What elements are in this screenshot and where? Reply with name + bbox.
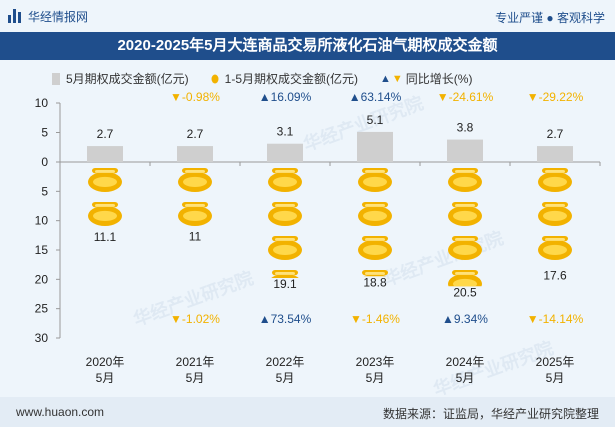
growth-label-cumulative: ▼-1.02% [170, 312, 220, 326]
y-tick-label: 30 [35, 331, 49, 345]
data-label-cumulative: 11.1 [94, 230, 117, 244]
x-tick-label: 2021年 [176, 355, 215, 369]
coin-stack-icon [271, 270, 299, 279]
data-label-cumulative: 17.6 [543, 268, 567, 282]
growth-label-monthly: ▼-0.98% [170, 90, 220, 104]
coin-stack-icon [268, 168, 302, 192]
bar-monthly [267, 143, 303, 162]
legend: 5月期权成交金额(亿元) 1-5月期权成交金额(亿元) ▲ ▼ 同比增长(%) [52, 70, 494, 87]
coin-stack-icon [268, 202, 302, 226]
coin-stack-icon [538, 168, 572, 192]
growth-label-monthly: ▼-24.61% [437, 90, 494, 104]
bar-cumulative [358, 168, 392, 277]
legend-swatch-bar [52, 72, 60, 85]
x-tick-label: 5月 [276, 371, 295, 385]
x-tick-label: 5月 [546, 371, 565, 385]
x-tick-label: 5月 [186, 371, 205, 385]
bar-cumulative [538, 168, 572, 260]
chart-area: 10 5 0 5 10 15 20 25 30 2.7 11.1 2020年 5月 2.7 11 ▼-0.98… [35, 90, 601, 385]
triangle-down-icon: ▼ [391, 72, 403, 85]
x-tick-label: 5月 [96, 371, 115, 385]
coin-stack-icon [538, 202, 572, 226]
x-tick-label: 5月 [456, 371, 475, 385]
coin-stack-icon [358, 202, 392, 226]
coin-stack-icon [178, 202, 212, 226]
data-label-monthly: 2.7 [187, 127, 204, 141]
top-bar: 华经情报网 专业严谨 ● 客观科学 [0, 0, 615, 32]
coin-stack-icon [88, 202, 122, 226]
growth-label-monthly: ▼-29.22% [527, 90, 584, 104]
bar-monthly [177, 146, 213, 162]
y-tick-label: 15 [35, 243, 49, 257]
bar-chart-icon [8, 9, 22, 23]
y-tick-label: 5 [41, 184, 48, 198]
data-label-monthly: 3.8 [457, 121, 474, 135]
bar-monthly [357, 131, 393, 162]
coin-icon [211, 74, 219, 83]
y-tick-label: 10 [35, 214, 49, 228]
growth-label-cumulative: ▲9.34% [442, 312, 488, 326]
coin-stack-icon [268, 236, 302, 260]
legend-item-monthly: 5月期权成交金额(亿元) [52, 70, 189, 87]
data-label-monthly: 5.1 [367, 113, 384, 127]
footer-site: www.huaon.com [16, 405, 105, 419]
y-tick-label: 20 [35, 272, 49, 286]
legend-label-monthly: 5月期权成交金额(亿元) [66, 72, 189, 86]
logo: 华经情报网 [8, 8, 88, 24]
bar-cumulative [268, 168, 302, 279]
legend-label-growth: 同比增长(%) [405, 72, 473, 86]
chart-title: 2020-2025年5月大连商品交易所液化石油气期权成交金额 [0, 32, 615, 60]
coin-stack-icon [88, 168, 122, 192]
legend-label-cumulative: 1-5月期权成交金额(亿元) [224, 72, 359, 86]
growth-label-monthly: ▲16.09% [259, 90, 312, 104]
x-tick-label: 2022年 [266, 355, 305, 369]
triangle-up-icon: ▲ [380, 72, 391, 85]
growth-label-cumulative: ▼-14.14% [527, 312, 584, 326]
coin-stack-icon [448, 236, 482, 260]
bar-monthly [537, 146, 573, 162]
coin-stack-icon [358, 168, 392, 192]
y-tick-label: 0 [41, 155, 48, 169]
coin-stack-icon [448, 202, 482, 226]
y-tick-label: 10 [35, 96, 49, 110]
bar-cumulative [448, 168, 482, 287]
coin-stack-icon [448, 168, 482, 192]
coin-stack-icon [178, 168, 212, 192]
bar-monthly [447, 139, 483, 162]
data-label-cumulative: 19.1 [273, 277, 297, 291]
x-tick-label: 5月 [366, 371, 385, 385]
data-label-cumulative: 11 [189, 230, 202, 244]
coin-stack-icon [358, 236, 392, 260]
y-tick-label: 25 [35, 302, 49, 316]
coin-stack-icon [538, 236, 572, 260]
x-tick-label: 2023年 [356, 355, 395, 369]
legend-item-cumulative: 1-5月期权成交金额(亿元) [211, 70, 358, 87]
growth-label-monthly: ▲63.14% [349, 90, 402, 104]
x-tick-label: 2020年 [86, 355, 125, 369]
footer: www.huaon.com 数据来源：证监局，华经产业研究院整理 [0, 397, 615, 427]
legend-item-growth: ▲ ▼ 同比增长(%) [380, 70, 472, 87]
data-label-monthly: 2.7 [97, 127, 114, 141]
x-tick-label: 2025年 [536, 355, 575, 369]
y-tick-label: 5 [41, 126, 48, 140]
coin-stack-icon [362, 270, 388, 277]
data-label-cumulative: 18.8 [363, 275, 387, 289]
footer-source: 数据来源：证监局，华经产业研究院整理 [382, 407, 599, 421]
slogan: 专业严谨 ● 客观科学 [495, 11, 605, 25]
data-label-monthly: 2.7 [547, 127, 564, 141]
growth-label-cumulative: ▼-1.46% [350, 312, 400, 326]
x-tick-label: 2024年 [446, 355, 485, 369]
bar-monthly [87, 146, 123, 162]
brand-name: 华经情报网 [28, 9, 89, 24]
coin-stack-icon [448, 270, 482, 287]
data-label-cumulative: 20.5 [453, 285, 477, 299]
bar-cumulative [88, 168, 122, 226]
data-label-monthly: 3.1 [277, 125, 294, 139]
growth-label-cumulative: ▲73.54% [259, 312, 312, 326]
bar-cumulative [178, 168, 212, 226]
